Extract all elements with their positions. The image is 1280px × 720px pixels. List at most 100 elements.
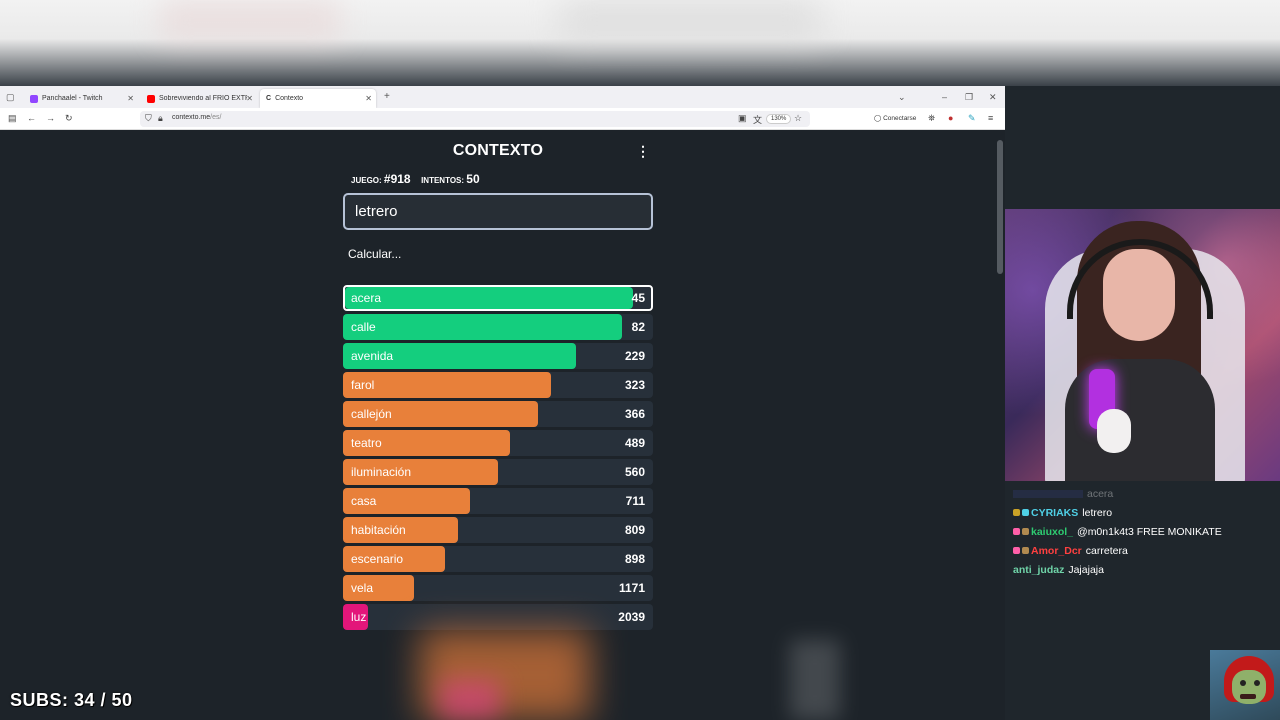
game-number: #918 [383, 172, 411, 186]
extension-translate-icon[interactable]: ✎ [968, 113, 976, 123]
zoom-level[interactable]: 130% [766, 114, 792, 124]
game-label: JUEGO: [351, 176, 382, 185]
similarity-bar [343, 430, 510, 456]
tab-label: Sobreviviendo al FRÍO EXTREM [159, 95, 247, 102]
stream-top-blur [0, 0, 1280, 86]
chat-badge-icon [1013, 509, 1020, 516]
address-bar[interactable]: ⛉ 🔒︎ contexto.me/es/ ▣ 文 130% ☆ [140, 111, 810, 127]
minimize-icon[interactable]: – [942, 92, 948, 102]
guess-rank: 489 [624, 436, 645, 450]
more-options-icon[interactable]: ⋮ [636, 143, 650, 159]
chat-message: CYRIAKS letrero [1013, 503, 1273, 522]
guess-rank: 366 [624, 407, 645, 421]
close-icon[interactable]: ✕ [246, 94, 253, 103]
guess-rank: 2039 [618, 610, 645, 624]
browser-window: ▢ Panchaalel - Twitch ✕ Sobreviviendo al… [0, 86, 1005, 630]
guess-rank: 898 [624, 552, 645, 566]
chat-badge-icon [1022, 547, 1029, 554]
chat-badge-icon [1022, 509, 1029, 516]
guess-row: teatro 489 [343, 430, 653, 456]
guess-word: callejón [351, 407, 392, 421]
guess-rank: 229 [624, 349, 645, 363]
lock-icon[interactable]: 🔒︎ [158, 113, 163, 123]
guess-word: casa [351, 494, 377, 508]
contexto-page: CONTEXTO ⋮ JUEGO: #918 INTENTOS: 50 Calc… [0, 130, 995, 630]
guess-rank: 45 [631, 291, 645, 305]
attempts-label: INTENTOS: [421, 176, 465, 185]
reload-icon[interactable]: ↻ [65, 113, 73, 123]
guess-word: vela [351, 581, 374, 595]
guess-word: teatro [351, 436, 382, 450]
chat-badge-icon [1013, 547, 1020, 554]
chat-badge-icon [1013, 528, 1020, 535]
chevron-down-icon[interactable]: ⌄ [898, 92, 906, 102]
chat-text: acera [1087, 487, 1114, 500]
tab-youtube[interactable]: Sobreviviendo al FRÍO EXTREM ✕ [141, 89, 257, 108]
guess-rank: 560 [624, 465, 645, 479]
stream-chat: acera CYRIAKS letrero kaiuxol_ @m0n1k4t3 FRE… [1013, 484, 1273, 579]
guess-word: habitación [351, 523, 406, 537]
chat-username[interactable]: CYRIAKS [1031, 506, 1079, 519]
restore-icon[interactable]: ❐ [965, 92, 974, 102]
similarity-bar [343, 401, 538, 427]
bookmark-star-icon[interactable]: ☆ [794, 113, 803, 123]
nav-toolbar: ▤ ← → ↻ ⛉ 🔒︎ contexto.me/es/ ▣ 文 130% ☆ … [0, 108, 1005, 130]
extension-icon[interactable]: ● [948, 113, 954, 123]
url-text[interactable]: contexto.me/es/ [172, 114, 222, 121]
chat-username[interactable]: anti_judaz [1013, 563, 1065, 576]
guess-row: acera 45 [343, 285, 653, 311]
guess-row: callejón 366 [343, 401, 653, 427]
translate-icon[interactable]: 文 [753, 115, 763, 125]
guess-rank: 809 [624, 523, 645, 537]
shield-icon[interactable]: ⛉ [145, 113, 152, 123]
back-icon[interactable]: ← [27, 113, 36, 123]
sidebar-icon[interactable]: ▤ [8, 113, 17, 123]
attempts-count: 50 [466, 172, 480, 186]
tab-label: Panchaalel - Twitch [42, 95, 103, 102]
chat-username[interactable] [1013, 489, 1083, 498]
chat-text: letrero [1082, 506, 1113, 519]
guess-word: luz [351, 610, 367, 624]
tab-twitch[interactable]: Panchaalel - Twitch ✕ [24, 89, 138, 108]
chat-text: @m0n1k4t3 FREE MONIKATE [1077, 525, 1222, 538]
guess-rank: 711 [625, 494, 645, 508]
twitch-favicon-icon [30, 94, 38, 103]
close-icon[interactable]: ✕ [365, 94, 372, 103]
menu-icon[interactable]: ≡ [988, 113, 994, 123]
guess-word: farol [351, 378, 375, 392]
contexto-favicon-icon: C [266, 94, 272, 102]
chat-message: Amor_Dcr carretera [1013, 541, 1273, 560]
similarity-bar [343, 575, 414, 601]
similarity-bar [343, 459, 498, 485]
connect-button[interactable]: ◯ Conectarse [874, 115, 917, 122]
guess-row: casa 711 [343, 488, 653, 514]
tab-label: Contexto [275, 95, 304, 102]
guess-input[interactable] [343, 193, 653, 230]
similarity-bar [343, 604, 368, 630]
page-scrollbar[interactable] [995, 130, 1005, 630]
close-icon[interactable]: ✕ [127, 94, 134, 103]
webcam-feed [1005, 209, 1280, 481]
chat-username[interactable]: kaiuxol_ [1031, 525, 1074, 538]
guess-row: escenario 898 [343, 546, 653, 572]
chat-message: acera [1013, 484, 1273, 503]
similarity-bar [343, 372, 551, 398]
extensions-icon[interactable]: ⛯ [928, 113, 936, 123]
guess-rank: 323 [624, 378, 645, 392]
new-tab-icon[interactable]: + [384, 91, 390, 102]
guess-row: habitación 809 [343, 517, 653, 543]
reader-view-icon[interactable]: ▣ [738, 113, 747, 123]
chat-badge-icon [1022, 528, 1029, 535]
forward-icon[interactable]: → [46, 113, 55, 123]
scroll-thumb[interactable] [997, 140, 1003, 274]
tab-contexto[interactable]: C Contexto ✕ [260, 89, 376, 108]
guess-row: luz 2039 [343, 604, 653, 630]
chat-text: Jajajaja [1068, 563, 1104, 576]
guess-word: iluminación [351, 465, 412, 479]
guess-word: avenida [351, 349, 394, 363]
window-close-icon[interactable]: ✕ [989, 92, 997, 102]
chat-username[interactable]: Amor_Dcr [1031, 544, 1082, 557]
similarity-bar [343, 546, 445, 572]
tab-list-icon[interactable]: ▢ [6, 92, 15, 102]
subs-counter: SUBS: 34 / 50 [10, 690, 133, 710]
